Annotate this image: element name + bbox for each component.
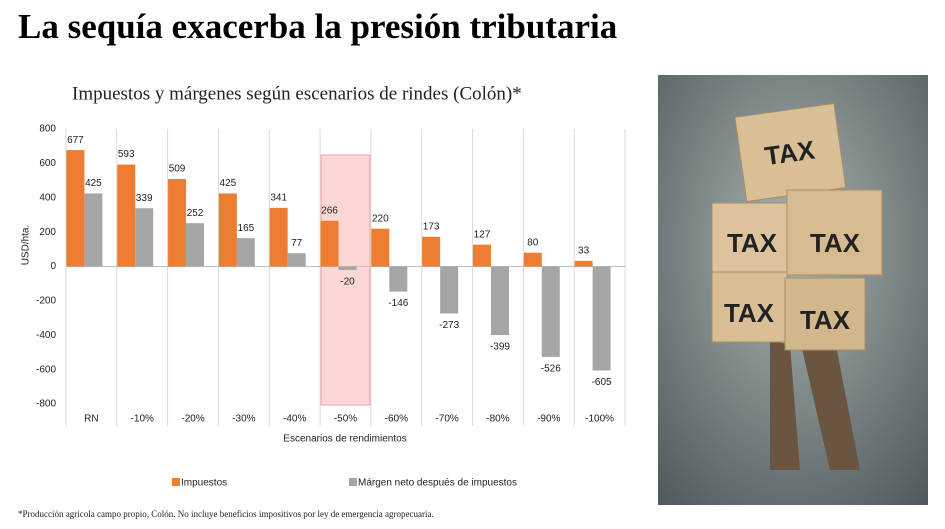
y-tick-label: 600	[39, 158, 56, 169]
data-label: -20	[340, 277, 355, 288]
highlight	[320, 154, 371, 406]
bar	[84, 193, 103, 267]
y-tick-label: -400	[36, 330, 56, 341]
data-label: 77	[291, 238, 303, 249]
x-axis-label: Escenarios de rendimientos	[283, 434, 406, 445]
data-label: 33	[578, 245, 590, 256]
bar	[287, 253, 306, 267]
x-tick-label: -30%	[232, 414, 255, 425]
bar	[541, 266, 560, 357]
x-tick-label: -70%	[435, 414, 458, 425]
x-tick-label: -40%	[283, 414, 306, 425]
photo	[658, 75, 928, 505]
legend-label: Márgen neto después de impuestos	[358, 478, 517, 489]
box-label: TAX	[800, 305, 851, 335]
footnote: *Producción agrícola campo propio, Colón…	[18, 509, 434, 519]
y-tick-label: -200	[36, 296, 56, 307]
data-label: 341	[270, 193, 287, 204]
bar	[592, 266, 611, 371]
legend-swatch	[349, 478, 357, 486]
bar	[472, 244, 491, 267]
bar	[135, 208, 154, 267]
bar	[338, 266, 357, 270]
box-label: TAX	[763, 134, 817, 171]
x-tick-label: -100%	[585, 414, 614, 425]
legend-label: Impuestos	[181, 478, 227, 489]
data-label: 339	[136, 193, 153, 204]
bar	[320, 220, 339, 267]
y-axis-label: USD/hta.	[21, 225, 32, 266]
data-label: 173	[423, 221, 440, 232]
x-tick-label: -50%	[334, 414, 357, 425]
data-label: 127	[474, 229, 491, 240]
data-label: 425	[220, 178, 237, 189]
data-label: 509	[169, 164, 186, 175]
x-tick-label: -80%	[486, 414, 509, 425]
bar	[117, 164, 136, 267]
bar	[168, 179, 187, 267]
slide-title: La sequía exacerba la presión tributaria	[18, 7, 617, 46]
data-label: -526	[541, 364, 561, 375]
data-label: 425	[85, 178, 102, 189]
data-label: 677	[67, 135, 84, 146]
y-tick-label: -800	[36, 399, 56, 410]
bar	[218, 193, 237, 267]
data-label: 220	[372, 213, 389, 224]
x-tick-label: -90%	[537, 414, 560, 425]
bar	[269, 207, 288, 267]
data-label: -146	[388, 298, 408, 309]
x-tick-label: RN	[84, 414, 98, 425]
bar	[440, 266, 459, 314]
data-label: 252	[187, 208, 204, 219]
legend-swatch	[172, 478, 180, 486]
bar	[422, 236, 441, 267]
bar	[523, 252, 542, 267]
y-tick-label: 400	[39, 192, 56, 203]
x-tick-label: -60%	[385, 414, 408, 425]
bar	[389, 266, 408, 292]
data-label: 593	[118, 149, 135, 160]
data-label: -399	[490, 342, 510, 353]
y-tick-label: 800	[39, 124, 56, 135]
data-label: -273	[439, 320, 459, 331]
bar	[236, 238, 255, 267]
bar	[574, 260, 593, 267]
data-label: 80	[527, 237, 539, 248]
bar	[490, 266, 509, 336]
data-label: 165	[238, 223, 255, 234]
x-tick-label: -20%	[181, 414, 204, 425]
x-tick-label: -10%	[131, 414, 154, 425]
box-label: TAX	[727, 228, 778, 258]
y-tick-label: -600	[36, 364, 56, 375]
bar	[186, 223, 205, 267]
data-label: -605	[592, 377, 612, 388]
box-label: TAX	[724, 298, 775, 328]
data-label: 266	[321, 205, 338, 216]
chart-title: Impuestos y márgenes según escenarios de…	[72, 83, 522, 104]
y-tick-label: 200	[39, 227, 56, 238]
y-tick-label: 0	[50, 261, 56, 272]
box-label: TAX	[810, 228, 861, 258]
bar	[371, 228, 390, 267]
bar	[66, 150, 85, 267]
